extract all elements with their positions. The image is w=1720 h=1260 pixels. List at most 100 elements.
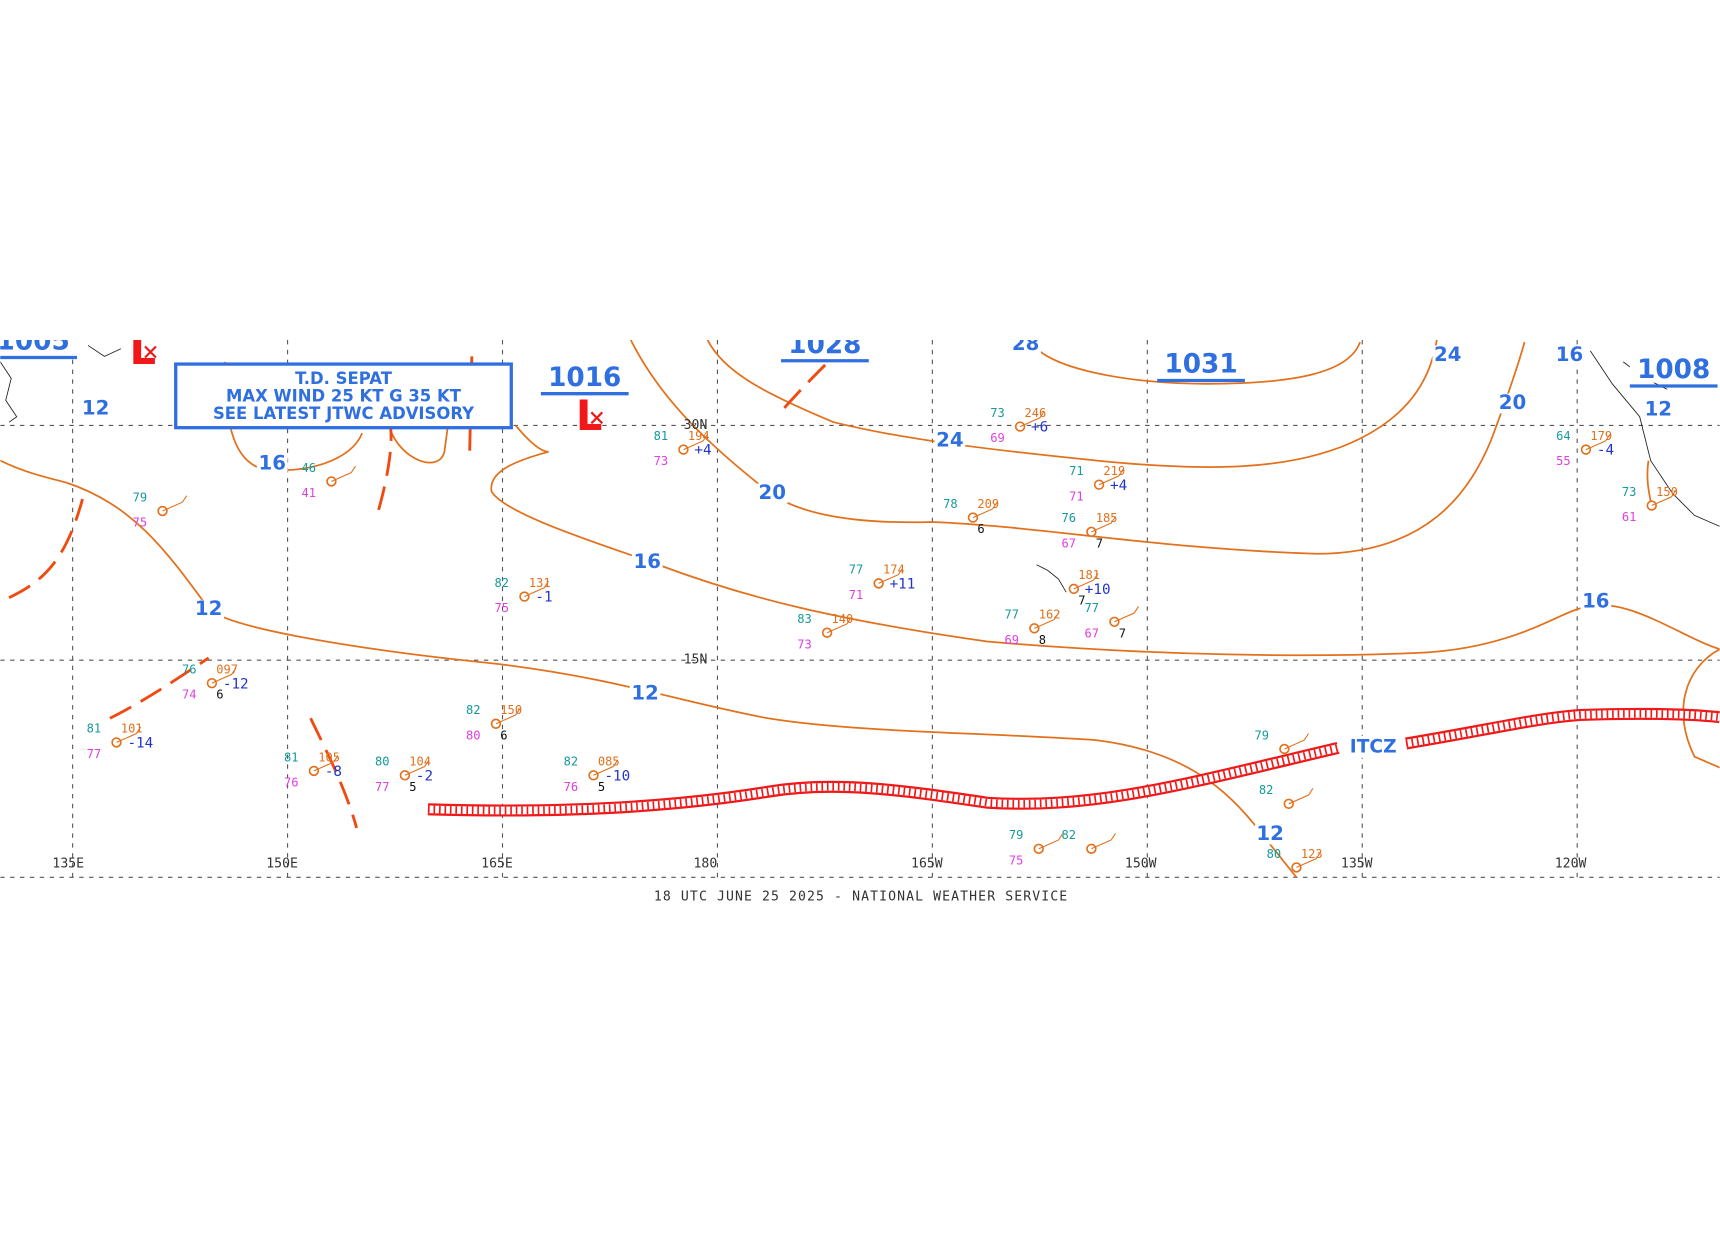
- station-pressure: 185: [1096, 511, 1118, 525]
- wind-barb: [495, 708, 521, 725]
- wind-barb: [1296, 851, 1322, 868]
- wind-barb: [313, 755, 339, 772]
- advisory-line: SEE LATEST JTWC ADVISORY: [213, 404, 475, 423]
- isobar-label-bg: [1554, 345, 1585, 366]
- station-pressure: 131: [529, 576, 551, 590]
- station-past: 6: [216, 688, 223, 702]
- isobar-label: 24: [936, 428, 963, 451]
- station-temp: 81: [284, 750, 299, 764]
- station-temp: 79: [133, 490, 148, 504]
- station-dew: 69: [1004, 633, 1019, 647]
- wind-barb: [1073, 573, 1099, 590]
- isobar-label-bg: [934, 430, 966, 451]
- wind-barb: [683, 433, 709, 451]
- wind-barb: [826, 617, 852, 634]
- station-marker: [1109, 616, 1120, 627]
- advisory-line: T.D. SEPAT: [295, 369, 393, 388]
- station-temp: 76: [1062, 511, 1077, 525]
- station-temp: 82: [564, 755, 579, 769]
- station-tendency: +4: [694, 443, 711, 459]
- longitude-label: 165W: [911, 857, 943, 872]
- station-dew: 67: [1085, 626, 1100, 640]
- station-tendency: -1: [535, 590, 552, 606]
- station-past: 5: [598, 780, 605, 794]
- station-pressure: 181: [1078, 568, 1100, 582]
- station-pressure: 101: [121, 722, 143, 736]
- station-past: 5: [409, 780, 416, 794]
- wind-barb: [1114, 606, 1139, 623]
- station-marker: [308, 765, 320, 777]
- station-pressure: 162: [1039, 608, 1061, 622]
- station-tendency: +4: [1110, 478, 1127, 494]
- isobar-label: 12: [195, 597, 222, 620]
- isobar-label: 16: [1556, 343, 1583, 366]
- station-temp: 82: [1259, 783, 1274, 797]
- station-temp: 77: [1085, 601, 1100, 615]
- itcz: [427, 707, 1720, 817]
- latitude-label: 30N: [684, 418, 708, 433]
- station-dew: 75: [133, 516, 148, 530]
- station-dew: 76: [564, 780, 579, 794]
- wind-barb: [593, 759, 619, 776]
- wind-barb: [1288, 788, 1314, 805]
- station-marker: [1291, 862, 1302, 873]
- station-dew: 61: [1622, 510, 1637, 524]
- longitude-label: 180: [694, 857, 718, 872]
- isobar-label-bg: [80, 399, 112, 419]
- station-dew: 77: [375, 780, 390, 794]
- pressure-center-bg: [1157, 350, 1245, 378]
- longitude-label: 165E: [481, 857, 513, 872]
- isobar-label-bg: [193, 599, 224, 620]
- latitude-label: 15N: [684, 653, 708, 668]
- station-temp: 79: [1255, 728, 1270, 742]
- wind-barb: [1091, 516, 1116, 533]
- wind-barb: [1038, 833, 1064, 850]
- station-pressure: 150: [500, 703, 522, 717]
- station-dew: 74: [182, 688, 197, 702]
- isobar-label: 12: [1256, 822, 1283, 845]
- wind-barb: [878, 567, 904, 584]
- station-dew: 55: [1556, 454, 1571, 468]
- station-dew: 73: [797, 637, 812, 651]
- station-past: 7: [1119, 626, 1126, 640]
- wind-barb: [211, 667, 237, 684]
- wind-barb: [1019, 410, 1045, 428]
- wind-barb: [162, 495, 188, 512]
- station-pressure: 246: [1024, 406, 1046, 420]
- station-tendency: -14: [127, 735, 153, 751]
- pressure-center-bg: [1629, 356, 1718, 383]
- isobar-label-bg: [1642, 400, 1674, 420]
- station-temp: 83: [797, 612, 812, 626]
- low-symbol: L: [130, 325, 157, 374]
- longitude-label: 120W: [1555, 857, 1587, 872]
- station-pressure: 097: [216, 663, 238, 677]
- low-cross: [144, 345, 157, 359]
- station-dew: 73: [654, 454, 669, 468]
- station-past: 6: [977, 522, 984, 536]
- station-dew: 71: [1069, 489, 1084, 503]
- station-temp: 81: [654, 429, 669, 443]
- station-past: 8: [1039, 633, 1046, 647]
- station-pressure: 179: [1590, 429, 1612, 443]
- pressure-center: 1028: [788, 330, 861, 360]
- station-temp: 80: [375, 755, 390, 769]
- longitude-label: 150E: [266, 857, 298, 872]
- isobar-label: 12: [631, 682, 658, 705]
- isobar-label: 20: [1499, 391, 1526, 414]
- isobar-label: 24: [1434, 343, 1461, 366]
- isobar-label-bg: [1010, 339, 1041, 355]
- isobar-label-bg: [1497, 393, 1528, 414]
- isobar-label: 16: [1582, 590, 1609, 613]
- station-marker: [1646, 500, 1657, 511]
- low-cross: [590, 411, 604, 425]
- wind-barb: [1091, 833, 1116, 850]
- station-pressure: 194: [688, 429, 710, 443]
- station-temp: 82: [1062, 828, 1077, 842]
- wind-barb: [404, 759, 430, 776]
- front-label: ITCZ: [1350, 736, 1397, 757]
- station-temp: 78: [943, 497, 958, 511]
- station-temp: 77: [849, 563, 864, 577]
- advisory-line: MAX WIND 25 KT G 35 KT: [226, 386, 462, 405]
- grid: [0, 339, 1720, 878]
